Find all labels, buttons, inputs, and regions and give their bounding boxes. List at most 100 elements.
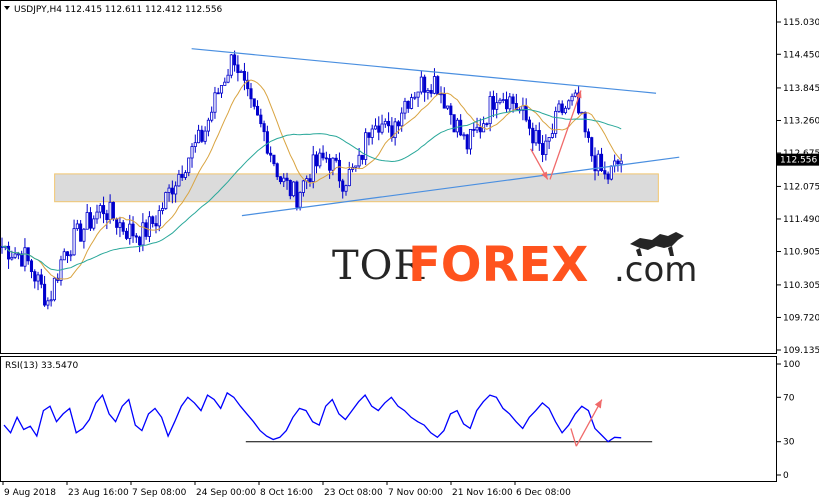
candle-body [200,129,204,142]
candle-body [193,142,197,147]
rsi-arrowhead [594,399,602,409]
rsi-line [3,391,622,443]
candle-body [377,125,381,133]
candle-body [541,143,545,155]
candle-body [157,210,161,227]
candle-body [393,121,397,139]
candle-body [426,90,430,93]
price-tick-label: 111.490 [783,215,819,225]
candle-body [406,100,410,109]
candle-body [108,201,112,220]
time-tick-label: 21 Nov 16:00 [452,488,513,498]
candle-body [534,130,538,144]
candle-body [262,123,266,133]
candle-body [269,152,273,156]
candle-body [183,172,188,178]
candle-body [95,211,99,220]
candle-body [485,123,489,126]
bull-bear-icon [630,232,684,256]
candle-body [216,92,220,95]
candle-body [318,152,322,167]
candle-body [210,111,214,121]
candle-body [514,103,518,111]
candle-body [265,131,269,154]
candle-body [524,105,528,121]
candle-body [197,129,201,144]
candle-body [249,88,253,100]
candle-body [554,110,558,134]
candle-body [164,192,168,209]
candle-body [105,213,109,220]
candle-body [160,208,165,211]
candle-body [403,100,407,114]
candle-body [46,300,50,306]
candle-body [446,105,450,109]
candle-body [567,100,571,109]
time-tick-label: 9 Aug 2018 [4,488,56,498]
candle-body [590,137,594,157]
symbol-header: USDJPY,H4 112.415 112.611 112.412 112.55… [14,5,223,15]
candle-body [7,245,11,260]
candle-body [439,93,443,96]
candle-body [151,216,155,224]
candle-body [138,236,142,246]
candle-body [72,228,76,256]
candle-body [88,212,92,229]
rsi-arrow-up [575,399,603,447]
dropdown-arrow-icon[interactable] [4,6,10,10]
ma-slow-line [1,109,622,271]
price-tick-label: 110.905 [783,248,819,258]
forecast-arrowhead-1 [541,171,548,180]
candle-body [593,155,597,172]
candle-body [334,157,338,161]
candle-body [33,271,37,282]
rsi-header: RSI(13) 33.5470 [5,361,78,371]
candle-body [187,157,191,174]
rsi-tick-label: 70 [783,393,795,403]
watermark-com: .com [614,250,697,290]
candle-body [606,173,610,180]
candle-body [213,92,217,113]
candle-body [409,97,414,109]
candle-body [619,160,623,165]
candle-body [242,70,246,81]
candle-body [380,123,384,133]
candle-body [282,177,286,183]
time-tick-label: 7 Nov 00:00 [388,488,443,498]
candle-body [272,154,276,165]
candle-body [508,96,512,110]
candle-body [115,218,119,228]
candle-body [423,76,427,93]
candle-body [20,253,24,267]
rsi-plot: 100 70 30 0 [3,360,800,481]
candle-body [347,169,351,187]
candle-body [180,173,184,178]
candle-body [154,223,158,227]
candle-body [609,165,613,180]
candle-body [226,74,230,83]
candle-body [311,154,315,182]
candle-body [49,299,53,302]
candle-body [563,107,568,114]
candle-body [177,173,181,187]
candle-body [118,222,122,228]
candle-body [429,90,433,94]
candle-body [387,120,391,127]
candle-body [23,247,27,267]
candle-body [472,129,476,131]
candle-body [449,105,453,116]
price-tick-label: 115.030 [783,18,819,28]
candle-body [328,158,332,171]
candle-body [13,253,17,258]
forecast-arrow-2 [549,90,582,180]
candle-body [190,146,194,159]
candle-body [550,133,554,138]
candle-body [121,222,125,232]
candle-body [488,96,492,125]
rsi-panel-frame [0,356,777,482]
candle-body [573,92,577,97]
candle-body [298,192,302,208]
rsi-tick-label: 30 [783,438,795,448]
candle-body [596,153,600,172]
